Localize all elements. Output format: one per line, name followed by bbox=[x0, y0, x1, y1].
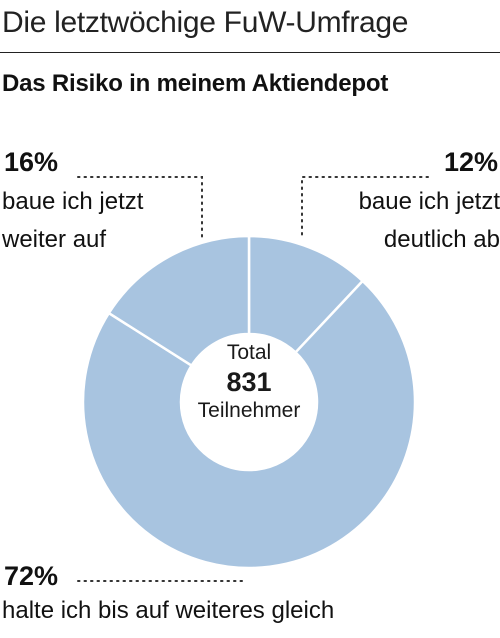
center-participants-label: Teilnehmer bbox=[197, 399, 301, 422]
leader-line-12 bbox=[301, 176, 429, 239]
slice-pct-label: 12% bbox=[443, 147, 498, 177]
center-total-label: Total bbox=[226, 341, 272, 364]
slice-pct-label: 72% bbox=[4, 561, 59, 591]
slice-pct-label: 16% bbox=[4, 147, 59, 177]
leader-lines bbox=[77, 176, 429, 582]
center-total-value: 831 bbox=[226, 367, 272, 397]
slice-label: baue ich jetzt bbox=[2, 188, 144, 215]
leader-line-16 bbox=[77, 176, 203, 239]
slice-label: weiter auf bbox=[2, 226, 107, 253]
slice-label: halte ich bis auf weiteres gleich bbox=[2, 597, 335, 624]
slice-label: deutlich ab bbox=[383, 226, 500, 253]
pie-slice-72 bbox=[81, 279, 417, 570]
slice-label: baue ich jetzt bbox=[358, 188, 500, 215]
pie-slice-16 bbox=[107, 234, 251, 368]
header-divider bbox=[0, 52, 500, 53]
page-title: Die letztwöchige FuW-Umfrage bbox=[2, 6, 409, 39]
donut-center: Total 831 Teilnehmer bbox=[180, 340, 318, 424]
chart-title: Das Risiko in meinem Aktiendepot bbox=[2, 70, 389, 97]
